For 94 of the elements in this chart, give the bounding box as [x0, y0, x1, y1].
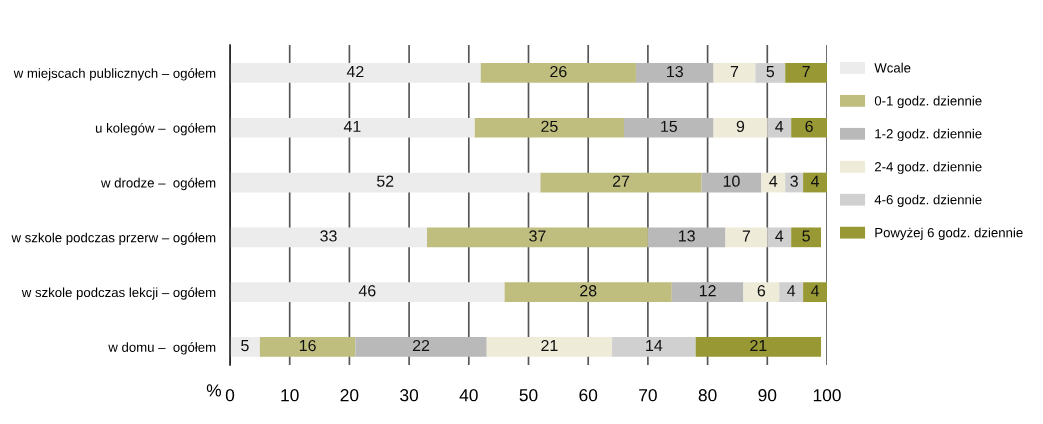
bar: [791, 117, 827, 138]
data-label: 9: [736, 120, 745, 133]
bar: [743, 282, 780, 302]
bar: [779, 282, 804, 302]
bar: [486, 337, 613, 357]
data-label: 4: [787, 285, 796, 297]
data-label: 6: [757, 285, 766, 297]
data-label: 27: [612, 175, 630, 187]
bar: [767, 227, 792, 248]
bar: [701, 172, 762, 193]
data-label: 3: [790, 175, 798, 187]
x-tick-label: 90: [758, 389, 777, 402]
legend-label: Powyżej 6 godz. dziennie: [875, 227, 1023, 240]
x-tick-label: 80: [698, 389, 717, 402]
data-label: 28: [580, 285, 597, 297]
y-tick-label: w szkole podczas lekcji – ogółem: [21, 287, 216, 300]
data-label: 4: [810, 285, 820, 297]
y-tick-label: w domu – ogółem: [108, 342, 216, 355]
bar: [725, 227, 768, 248]
data-label: 15: [661, 120, 678, 133]
bar: [230, 172, 541, 193]
bar: [755, 63, 786, 83]
data-label: 25: [541, 120, 558, 133]
y-tick-label: w miejscach publicznych – ogółem: [13, 68, 216, 81]
bar: [230, 63, 481, 83]
data-label: 21: [750, 339, 767, 352]
bar: [695, 337, 822, 357]
data-label: 4: [769, 175, 778, 187]
legend-label: Wcale: [874, 62, 911, 73]
x-tick-label: 0: [225, 389, 235, 402]
legend-label: 0-1 godz. dziennie: [874, 95, 982, 109]
data-label: 33: [320, 230, 337, 242]
data-label: 4: [775, 230, 784, 242]
data-label: 5: [802, 230, 810, 242]
legend-label: 2-4 godz. dziennie: [874, 161, 982, 175]
bar: [504, 282, 672, 302]
legend-label: 1-2 godz. dziennie: [875, 128, 982, 142]
bar: [230, 282, 505, 302]
data-label: 41: [343, 120, 361, 132]
x-tick-label: 30: [400, 389, 419, 402]
bar: [785, 63, 827, 83]
data-label: 12: [699, 285, 716, 297]
x-axis-title: %: [206, 384, 222, 397]
bar: [474, 117, 625, 138]
x-tick-label: 20: [340, 389, 359, 402]
y-tick-label: u kolegów – ogółem: [95, 122, 216, 136]
data-label: 26: [550, 65, 567, 78]
x-tick-label: 40: [459, 389, 478, 402]
x-tick-label: 100: [813, 389, 841, 402]
bar: [791, 227, 822, 248]
y-tick-label: w szkole podczas przerw – ogółem: [11, 232, 216, 245]
bar: [713, 117, 768, 138]
y-tick-label: w drodze – ogółem: [100, 177, 216, 191]
bar: [540, 172, 702, 193]
bar: [767, 117, 792, 138]
data-label: 52: [376, 175, 394, 187]
bar: [635, 63, 714, 83]
bar: [230, 117, 475, 138]
bar: [713, 63, 756, 83]
data-label: 4: [810, 175, 820, 187]
bar: [803, 282, 827, 302]
data-label: 21: [541, 339, 558, 352]
data-label: 13: [679, 230, 695, 242]
data-label: 42: [346, 65, 364, 78]
data-label: 7: [742, 230, 751, 242]
bar: [480, 63, 636, 83]
x-tick-label: 50: [519, 389, 538, 402]
data-label: 5: [766, 66, 775, 78]
bar: [355, 337, 487, 357]
data-label: 4: [775, 120, 784, 132]
data-label: 7: [730, 66, 739, 78]
legend-label: 4-6 godz. dziennie: [874, 194, 982, 207]
bar: [230, 227, 428, 248]
bar: [427, 227, 648, 248]
bar: [624, 117, 714, 138]
bar: [803, 172, 827, 193]
bar: [259, 337, 356, 357]
bar: [230, 337, 260, 357]
bar: [612, 337, 696, 357]
data-label: 46: [358, 285, 376, 297]
data-label: 6: [805, 120, 813, 133]
bar: [671, 282, 744, 302]
x-tick-label: 70: [639, 389, 657, 402]
data-label: 7: [802, 66, 810, 78]
data-label: 16: [299, 339, 316, 352]
bar: [647, 227, 726, 248]
data-label: 10: [723, 175, 740, 187]
data-label: 37: [529, 230, 546, 242]
data-label: 13: [667, 65, 683, 78]
data-label: 14: [646, 340, 663, 352]
data-label: 22: [412, 339, 430, 352]
data-label: 5: [241, 340, 249, 352]
x-tick-label: 60: [579, 389, 598, 402]
x-tick-label: 10: [281, 389, 299, 402]
